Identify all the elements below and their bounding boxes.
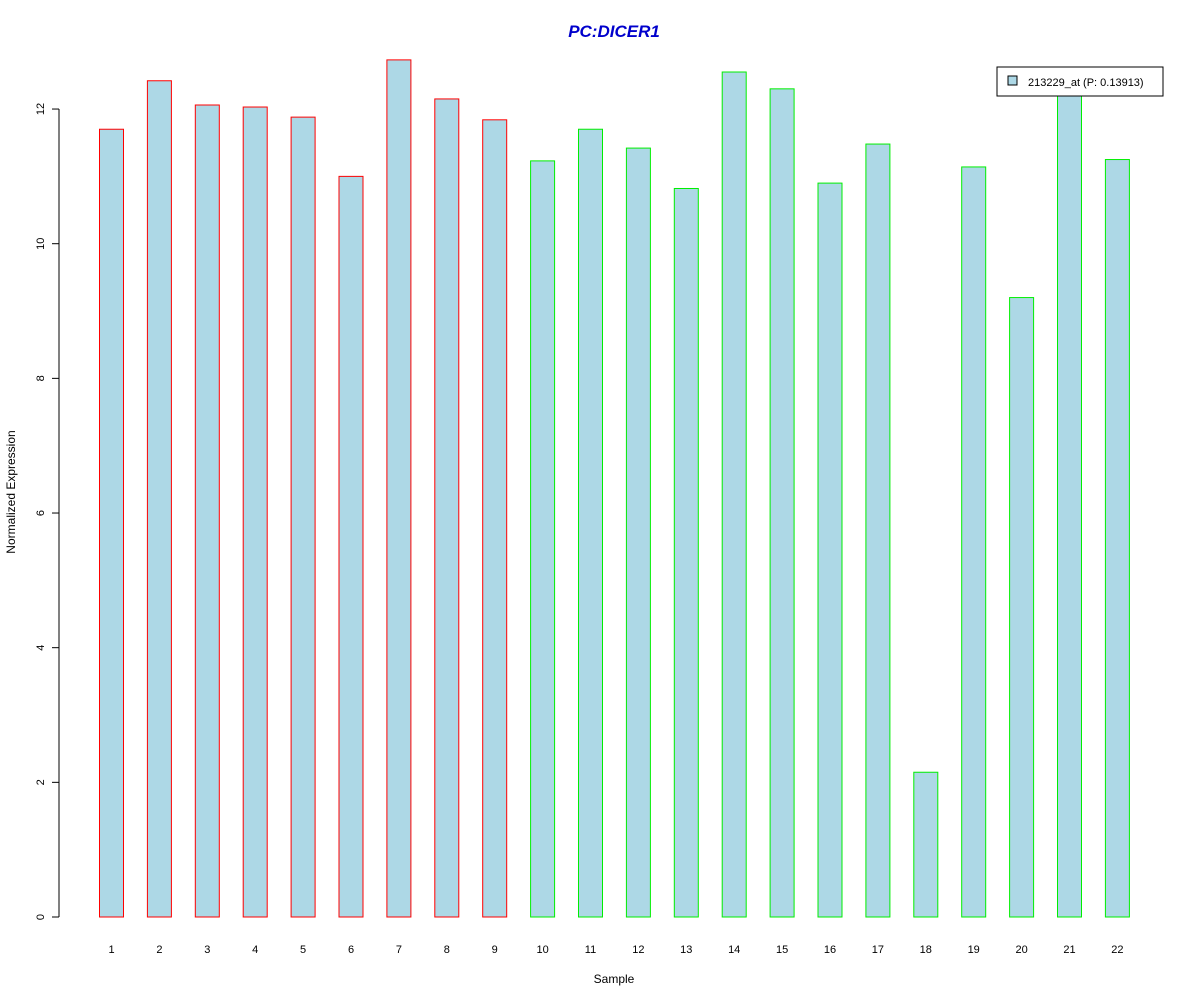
- bar-sample-11: [578, 128, 603, 918]
- bar-sample-22: [1104, 159, 1130, 918]
- x-tick-label: 12: [632, 944, 644, 956]
- bar-sample-15: [769, 88, 795, 918]
- bar-sample-4: [242, 106, 268, 918]
- x-tick-label: 16: [824, 944, 836, 956]
- x-tick-label: 8: [444, 944, 450, 956]
- bar-sample-1: [99, 128, 124, 918]
- x-tick-label: 13: [680, 944, 692, 956]
- bar-sample-16: [817, 182, 843, 918]
- y-tick-label: 2: [35, 779, 47, 785]
- x-tick-label: 15: [776, 944, 788, 956]
- legend-box: [996, 66, 1164, 97]
- y-axis: 0 2 4 6 8 10 12: [35, 103, 60, 920]
- legend-swatch: [1007, 75, 1018, 86]
- bar-sample-6: [338, 175, 364, 918]
- x-tick-label: 3: [204, 944, 210, 956]
- bar-sample-7: [386, 59, 412, 918]
- bar-sample-12: [625, 147, 651, 918]
- y-tick-label: 4: [35, 645, 47, 651]
- legend-label: 213229_at (P: 0.13913): [1028, 77, 1144, 89]
- x-tick-label: 5: [300, 944, 306, 956]
- x-tick-label: 4: [252, 944, 258, 956]
- x-tick-label: 19: [968, 944, 980, 956]
- bar-sample-18: [913, 771, 939, 918]
- bar-sample-19: [961, 166, 987, 918]
- bar-sample-3: [194, 104, 220, 918]
- y-tick-label: 6: [35, 510, 47, 516]
- bars: [99, 59, 1130, 918]
- bar-sample-5: [290, 116, 316, 918]
- bar-sample-2: [146, 80, 172, 918]
- bar-sample-17: [865, 143, 891, 918]
- y-axis-label: Normalized Expression: [4, 430, 18, 553]
- bar-sample-14: [721, 71, 747, 918]
- x-tick-label: 7: [396, 944, 402, 956]
- x-tick-label: 1: [108, 944, 114, 956]
- x-tick-label: 11: [585, 944, 596, 956]
- y-tick-label: 10: [35, 238, 47, 250]
- legend: 213229_at (P: 0.13913): [996, 66, 1164, 97]
- x-tick-label: 6: [348, 944, 354, 956]
- bar-sample-8: [434, 98, 460, 918]
- x-tick-labels: 1 2 3 4 5 6 7 8 9 10 11 12 13 14 15 16 17 18 19 20 21 22: [108, 944, 1123, 956]
- y-tick-label: 12: [35, 103, 47, 115]
- x-axis-label: Sample: [594, 972, 635, 986]
- x-tick-label: 2: [156, 944, 162, 956]
- x-tick-label: 9: [492, 944, 498, 956]
- bar-sample-9: [482, 119, 508, 918]
- bar-sample-20: [1009, 297, 1035, 918]
- x-tick-label: 22: [1111, 944, 1123, 956]
- bar-sample-21: [1057, 93, 1082, 918]
- x-tick-label: 14: [728, 944, 740, 956]
- bar-sample-10: [530, 160, 556, 918]
- x-tick-label: 17: [872, 944, 884, 956]
- y-tick-label: 0: [35, 914, 47, 920]
- bar-sample-13: [673, 187, 699, 918]
- x-tick-label: 21: [1063, 944, 1075, 956]
- x-tick-label: 20: [1015, 944, 1027, 956]
- x-tick-label: 18: [920, 944, 932, 956]
- chart-title: PC:DICER1: [568, 22, 660, 41]
- y-tick-label: 8: [35, 375, 47, 381]
- x-tick-label: 10: [536, 944, 548, 956]
